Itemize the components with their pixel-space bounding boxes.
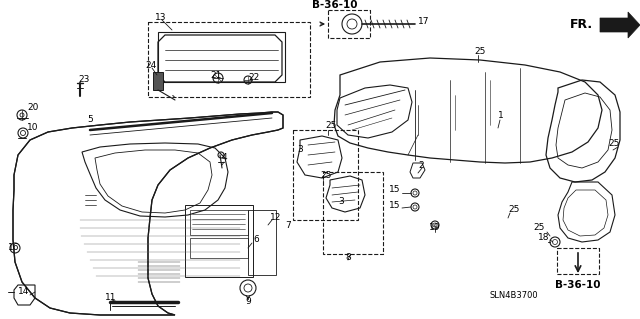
Text: 23: 23 [78, 76, 90, 85]
Text: 22: 22 [248, 73, 259, 83]
Text: 25: 25 [320, 172, 332, 181]
Bar [148, 22, 310, 97]
Bar [293, 130, 358, 220]
Text: 25: 25 [474, 48, 485, 56]
Bar [557, 248, 599, 274]
Bar [248, 210, 276, 275]
Text: 10: 10 [27, 123, 38, 132]
Text: 3: 3 [338, 197, 344, 206]
Text: 13: 13 [155, 13, 166, 23]
Text: 21: 21 [210, 71, 221, 80]
Text: 15: 15 [388, 201, 400, 210]
Bar [328, 10, 370, 38]
Text: 8: 8 [345, 254, 351, 263]
Bar [190, 238, 248, 258]
Text: 12: 12 [270, 212, 282, 221]
Text: SLN4B3700: SLN4B3700 [490, 291, 539, 300]
Text: 25: 25 [534, 224, 545, 233]
Bar [153, 72, 163, 90]
Polygon shape [600, 12, 640, 38]
Text: 18: 18 [538, 233, 549, 241]
Text: 17: 17 [418, 18, 429, 26]
Text: 20: 20 [27, 103, 38, 113]
Text: 4: 4 [222, 153, 228, 162]
Text: B-36-10: B-36-10 [556, 280, 601, 290]
Text: 3: 3 [297, 145, 303, 154]
Text: 15: 15 [388, 186, 400, 195]
Text: 24: 24 [145, 61, 156, 70]
Bar [323, 172, 383, 254]
Text: 6: 6 [253, 235, 259, 244]
Text: 7: 7 [285, 221, 291, 231]
Bar [190, 210, 248, 235]
Text: 1: 1 [498, 112, 504, 121]
Text: 2: 2 [418, 160, 424, 169]
Text: 9: 9 [245, 298, 251, 307]
Text: 19: 19 [429, 224, 441, 233]
Text: 16: 16 [8, 243, 19, 253]
Text: 25: 25 [325, 122, 337, 130]
Text: B-36-10: B-36-10 [312, 0, 358, 10]
Text: 14: 14 [18, 287, 29, 296]
Bar [185, 205, 253, 277]
Text: 25: 25 [508, 205, 520, 214]
Text: FR.: FR. [570, 19, 593, 32]
Text: 5: 5 [87, 115, 93, 124]
Text: 25: 25 [609, 138, 620, 147]
Text: 11: 11 [105, 293, 116, 302]
